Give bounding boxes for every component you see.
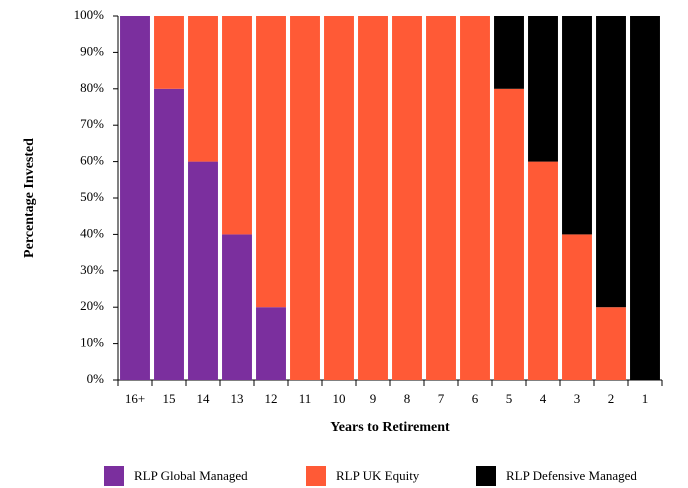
- x-tick-label: 14: [197, 391, 211, 406]
- x-tick-label: 5: [506, 391, 513, 406]
- bar-segment: [562, 16, 592, 235]
- x-tick-label: 12: [265, 391, 278, 406]
- x-tick-label: 15: [163, 391, 176, 406]
- y-tick-label: 80%: [80, 80, 104, 95]
- x-tick-label: 7: [438, 391, 445, 406]
- y-tick-label: 20%: [80, 298, 104, 313]
- x-tick-label: 4: [540, 391, 547, 406]
- bar-segment: [222, 234, 252, 380]
- y-tick-label: 10%: [80, 335, 104, 350]
- y-axis-label: Percentage Invested: [22, 138, 37, 258]
- bar-segment: [494, 16, 524, 89]
- y-tick-label: 70%: [80, 116, 104, 131]
- bar-segment: [120, 16, 150, 380]
- y-tick-label: 60%: [80, 153, 104, 168]
- bar-segment: [154, 16, 184, 89]
- x-tick-label: 10: [333, 391, 346, 406]
- bar-segment: [256, 16, 286, 308]
- x-tick-label: 13: [231, 391, 244, 406]
- legend-swatch: [104, 466, 124, 486]
- x-axis-label: Years to Retirement: [330, 420, 450, 435]
- bar-segment: [392, 16, 422, 380]
- bar-segment: [528, 161, 558, 380]
- y-tick-label: 30%: [80, 262, 104, 277]
- legend-label: RLP UK Equity: [336, 468, 420, 483]
- bar-segment: [256, 307, 286, 380]
- bar-segment: [460, 16, 490, 380]
- legend-swatch: [306, 466, 326, 486]
- x-tick-label: 3: [574, 391, 581, 406]
- bar-segment: [596, 307, 626, 380]
- bar-segment: [154, 88, 184, 381]
- x-tick-label: 16+: [125, 391, 145, 406]
- x-tick-label: 2: [608, 391, 615, 406]
- x-tick-label: 8: [404, 391, 411, 406]
- legend-label: RLP Defensive Managed: [506, 468, 637, 483]
- bar-segment: [188, 16, 218, 162]
- bar-segment: [528, 16, 558, 162]
- bar-segment: [630, 16, 660, 380]
- y-tick-label: 40%: [80, 225, 104, 240]
- x-tick-label: 1: [642, 391, 649, 406]
- y-tick-label: 90%: [80, 43, 104, 58]
- x-tick-label: 6: [472, 391, 479, 406]
- bar-segment: [324, 16, 354, 380]
- bar-segment: [426, 16, 456, 380]
- x-tick-label: 11: [299, 391, 312, 406]
- y-tick-label: 100%: [74, 7, 105, 22]
- bar-segment: [494, 88, 524, 381]
- bar-segment: [188, 161, 218, 380]
- bar-segment: [222, 16, 252, 235]
- y-tick-label: 0%: [87, 371, 105, 386]
- y-tick-label: 50%: [80, 189, 104, 204]
- legend-label: RLP Global Managed: [134, 468, 248, 483]
- bar-segment: [596, 16, 626, 308]
- legend-swatch: [476, 466, 496, 486]
- x-tick-label: 9: [370, 391, 377, 406]
- bar-segment: [358, 16, 388, 380]
- bar-segment: [562, 234, 592, 380]
- bar-segment: [290, 16, 320, 380]
